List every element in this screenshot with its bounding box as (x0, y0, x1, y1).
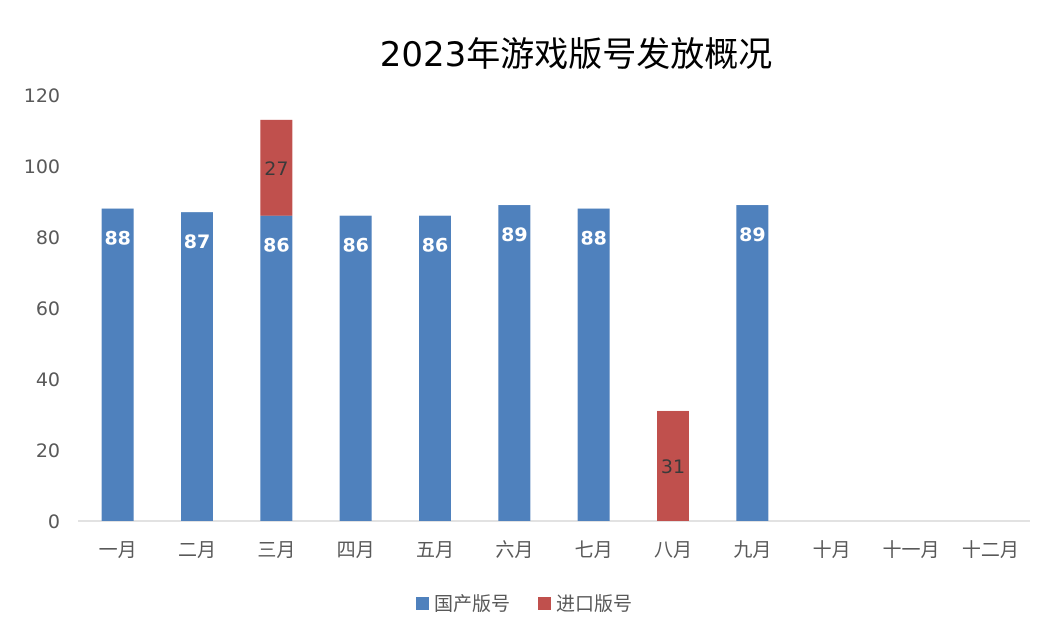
x-tick-label: 五月 (416, 539, 454, 561)
x-tick-label: 十月 (813, 539, 851, 561)
x-tick-label: 八月 (654, 539, 692, 561)
legend-swatch-import (538, 597, 551, 610)
data-labels: 88 87 86 27 86 86 89 88 31 89 (104, 158, 765, 478)
x-tick-label: 十二月 (962, 539, 1019, 561)
bar-domestic (101, 208, 134, 521)
y-tick-label: 80 (36, 227, 60, 249)
chart-title: 2023年游戏版号发放概况 (380, 35, 773, 75)
data-label-import: 27 (264, 158, 288, 180)
data-label-domestic: 88 (104, 228, 130, 250)
y-tick-label: 20 (36, 440, 60, 462)
x-tick-label: 七月 (575, 539, 613, 561)
x-tick-label: 二月 (178, 539, 216, 561)
data-label-import: 31 (661, 456, 685, 478)
bar-domestic (736, 205, 769, 522)
legend-swatch-domestic (416, 597, 429, 610)
legend-label-import: 进口版号 (556, 593, 632, 615)
data-label-domestic: 87 (184, 231, 210, 253)
data-label-domestic: 88 (580, 228, 606, 250)
bar-import (260, 119, 293, 216)
y-tick-label: 60 (36, 298, 60, 320)
bar-import (657, 410, 689, 521)
bar-domestic (339, 215, 372, 521)
data-label-domestic: 86 (263, 235, 289, 257)
x-axis: 一月 二月 三月 四月 五月 六月 七月 八月 九月 十月 十一月 十二月 (99, 539, 1019, 561)
data-label-domestic: 89 (501, 224, 527, 246)
x-tick-label: 四月 (337, 539, 375, 561)
y-tick-label: 120 (24, 85, 60, 107)
x-tick-label: 十一月 (882, 539, 939, 561)
y-axis: 0 20 40 60 80 100 120 (24, 85, 60, 533)
x-tick-label: 一月 (99, 539, 137, 561)
x-tick-label: 九月 (733, 539, 771, 561)
data-label-domestic: 86 (342, 235, 368, 257)
y-tick-label: 100 (24, 156, 60, 178)
bar-domestic (260, 215, 293, 521)
bar-domestic (498, 205, 531, 522)
y-tick-label: 40 (36, 369, 60, 391)
legend: 国产版号 进口版号 (416, 593, 632, 615)
bar-domestic (419, 215, 451, 521)
data-label-domestic: 89 (739, 224, 765, 246)
y-tick-label: 0 (48, 511, 60, 533)
data-label-domestic: 86 (422, 235, 448, 257)
bar-domestic (577, 208, 610, 521)
x-tick-label: 三月 (257, 539, 295, 561)
bar-domestic (181, 212, 213, 521)
bars (101, 119, 769, 522)
x-tick-label: 六月 (495, 539, 533, 561)
legend-label-domestic: 国产版号 (434, 593, 510, 615)
